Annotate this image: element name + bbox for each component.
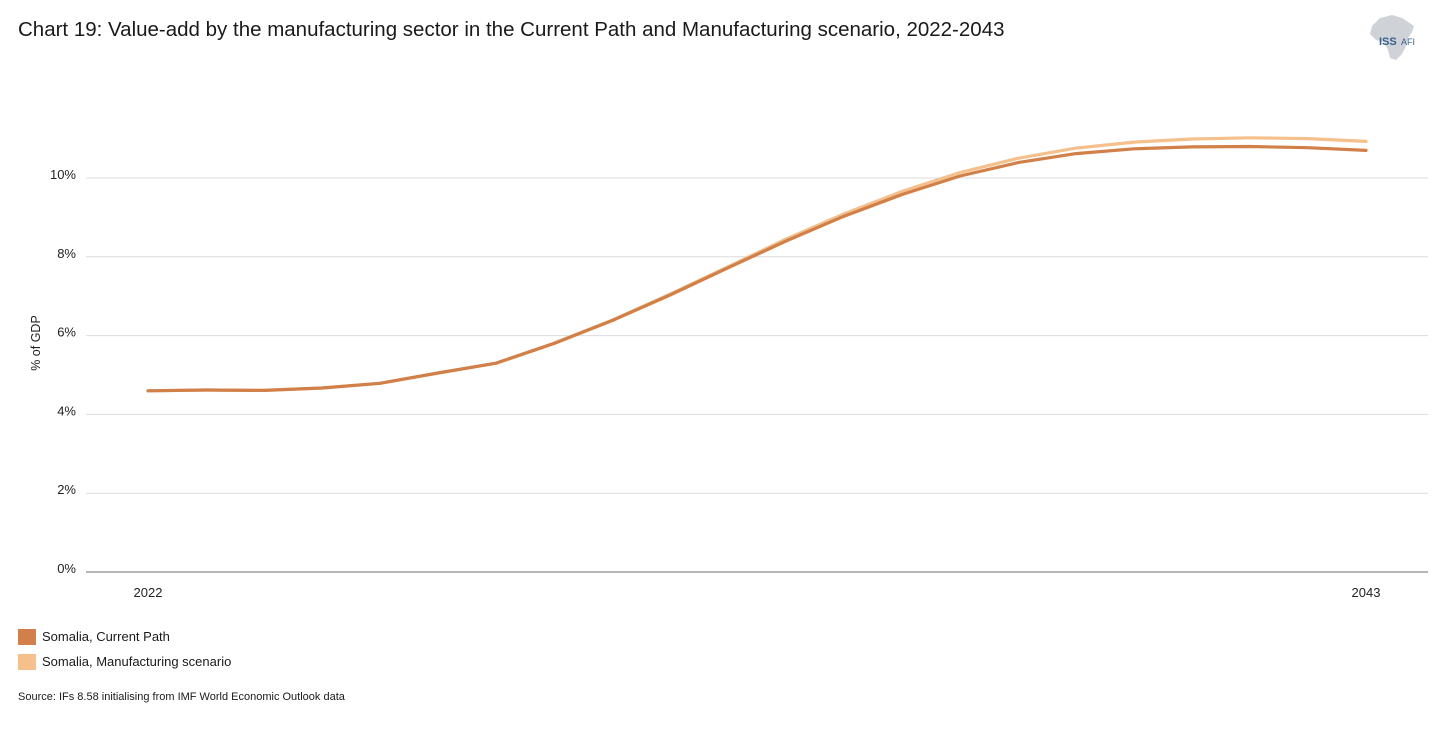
legend-item-manufacturing[interactable]: Somalia, Manufacturing scenario [18, 649, 231, 674]
legend-swatch-manufacturing [18, 653, 36, 670]
chart-title: Chart 19: Value-add by the manufacturing… [18, 18, 1005, 41]
y-tick-label: 0% [57, 561, 76, 576]
legend-label-manufacturing: Somalia, Manufacturing scenario [42, 654, 232, 669]
y-tick-label: 8% [57, 246, 76, 261]
gridlines [86, 177, 1428, 573]
legend: Somalia, Current Path Somalia, Manufactu… [18, 624, 231, 674]
source-note: Source: IFs 8.58 initialising from IMF W… [18, 691, 345, 703]
legend-item-current-path[interactable]: Somalia, Current Path [18, 624, 231, 649]
y-tick-label: 10% [50, 167, 76, 182]
logo-afi: AFI [1401, 37, 1416, 47]
y-tick-label: 2% [57, 482, 76, 497]
legend-label-current-path: Somalia, Current Path [42, 629, 170, 644]
legend-swatch-current-path [18, 628, 36, 645]
y-tick-label: 6% [57, 325, 76, 340]
y-tick-label: 4% [57, 403, 76, 418]
logo-iss: ISS [1379, 36, 1397, 48]
series-line-manufacturing[interactable] [146, 136, 1368, 393]
axis-ticks: 0% 2% 4% 6% 8% 10% 2022 2043 [50, 167, 1380, 600]
x-tick-label: 2022 [134, 585, 163, 600]
series-line-current-path[interactable] [146, 144, 1368, 393]
x-tick-label: 2043 [1352, 585, 1381, 600]
africa-map-icon [1370, 15, 1414, 60]
series-lines [146, 136, 1368, 393]
